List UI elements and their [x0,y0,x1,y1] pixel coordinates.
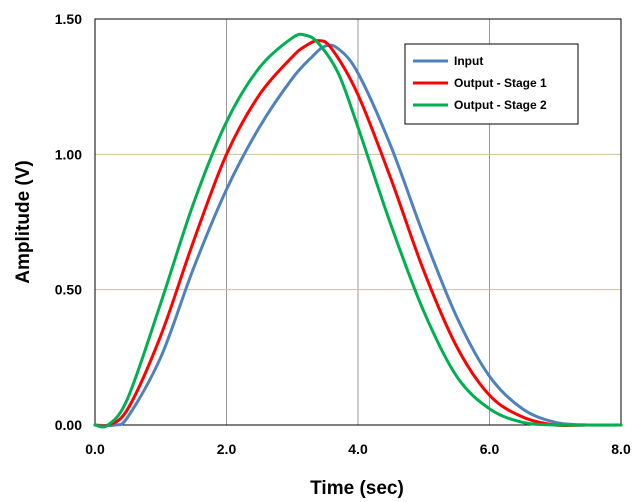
series-line-3 [93,32,623,429]
series-line-2 [93,39,623,428]
y-axis-title: Amplitude (V) [13,160,34,284]
x-tick-label: 6.0 [480,441,500,457]
legend-label: Input [454,54,483,68]
y-tick-label: 0.50 [55,282,82,298]
y-tick-label: 1.00 [55,146,82,162]
x-tick-label: 0.0 [85,441,105,457]
y-tick-label: 1.50 [55,11,82,27]
legend-label: Output - Stage 1 [454,76,547,90]
legend: Input Output - Stage 1 Output - Stage 2 [404,43,579,125]
y-tick-labels: 0.00 0.50 1.00 1.50 [55,11,82,433]
y-tick-label: 0.00 [55,417,82,433]
x-axis-title: Time (sec) [310,478,404,499]
x-tick-labels: 0.0 2.0 4.0 6.0 8.0 [85,441,631,457]
x-tick-label: 8.0 [611,441,631,457]
x-tick-label: 4.0 [348,441,368,457]
series-lines [93,32,623,429]
x-tick-label: 2.0 [217,441,237,457]
series-line-1 [93,43,623,428]
legend-label: Output - Stage 2 [454,98,547,112]
plot-area-border [94,18,622,426]
